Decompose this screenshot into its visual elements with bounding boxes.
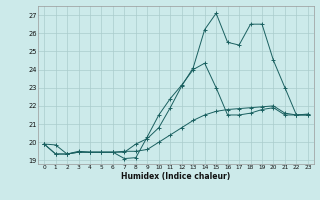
X-axis label: Humidex (Indice chaleur): Humidex (Indice chaleur) — [121, 172, 231, 181]
